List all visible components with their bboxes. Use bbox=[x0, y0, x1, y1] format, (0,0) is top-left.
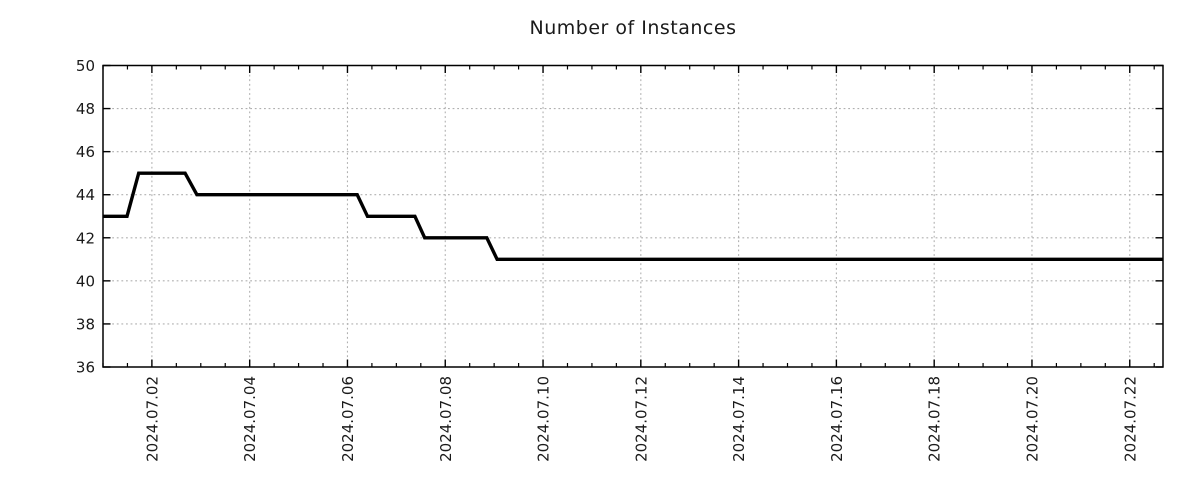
x-tick-label: 2024.07.04 bbox=[241, 376, 259, 462]
y-tick-label: 38 bbox=[76, 315, 95, 333]
y-tick-label: 50 bbox=[76, 57, 95, 75]
chart-title: Number of Instances bbox=[529, 17, 737, 39]
x-tick-label: 2024.07.22 bbox=[1121, 376, 1139, 462]
x-tick-label: 2024.07.16 bbox=[828, 376, 846, 462]
x-tick-label: 2024.07.06 bbox=[339, 376, 357, 462]
y-tick-label: 46 bbox=[76, 143, 95, 161]
y-tick-label: 40 bbox=[76, 272, 95, 290]
plot-border bbox=[102, 64, 1164, 368]
x-tick-label: 2024.07.18 bbox=[926, 376, 944, 462]
y-tick-label: 42 bbox=[76, 229, 95, 247]
x-tick-label: 2024.07.08 bbox=[437, 376, 455, 462]
data-line-instances bbox=[103, 171, 1163, 261]
x-tick-label: 2024.07.02 bbox=[143, 376, 161, 462]
y-tick-label: 36 bbox=[76, 359, 95, 377]
x-tick-label: 2024.07.10 bbox=[535, 376, 553, 462]
x-tick-label: 2024.07.14 bbox=[730, 376, 748, 462]
y-tick-label: 48 bbox=[76, 100, 95, 118]
x-tick-label: 2024.07.20 bbox=[1023, 376, 1041, 462]
y-tick-label: 44 bbox=[76, 186, 95, 204]
x-tick-label: 2024.07.12 bbox=[632, 376, 650, 462]
